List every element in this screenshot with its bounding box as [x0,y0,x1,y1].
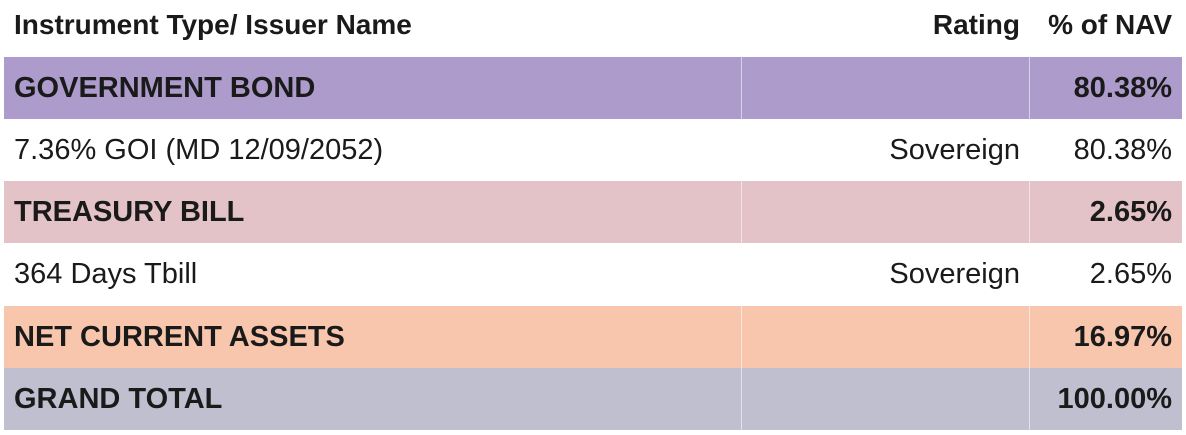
header-nav: % of NAV [1048,9,1172,40]
header-instrument: Instrument Type/ Issuer Name [14,9,412,40]
row-name: GOVERNMENT BOND [4,57,742,119]
row-nav: 2.65% [1089,257,1172,290]
row-rating [742,306,1030,368]
row-name: 7.36% GOI (MD 12/09/2052) [14,133,384,166]
row-name: GRAND TOTAL [4,368,742,430]
table-row-net-current-assets: NET CURRENT ASSETS 16.97% [4,306,1182,368]
header-rating: Rating [932,9,1020,40]
row-rating [742,57,1030,119]
row-nav: 80.38% [1073,133,1172,166]
table-header: Instrument Type/ Issuer Name Rating % of… [4,0,1182,50]
row-name: TREASURY BILL [4,181,742,243]
row-rating: Sovereign [889,257,1020,290]
row-nav: 100.00% [1057,382,1173,415]
table-row-grand-total: GRAND TOTAL 100.00% [4,368,1182,430]
row-rating [742,368,1030,430]
row-name: NET CURRENT ASSETS [4,306,742,368]
table-row-tbill: 364 Days Tbill Sovereign 2.65% [4,243,1182,305]
row-nav: 2.65% [1089,195,1172,228]
table-row-government-bond: GOVERNMENT BOND 80.38% [4,57,1182,119]
row-rating: Sovereign [889,133,1020,166]
row-nav: 16.97% [1073,320,1172,353]
row-nav: 80.38% [1073,71,1172,104]
table-row-goi: 7.36% GOI (MD 12/09/2052) Sovereign 80.3… [4,119,1182,181]
table-row-treasury-bill: TREASURY BILL 2.65% [4,181,1182,243]
row-name: 364 Days Tbill [14,257,198,290]
row-rating [742,181,1030,243]
